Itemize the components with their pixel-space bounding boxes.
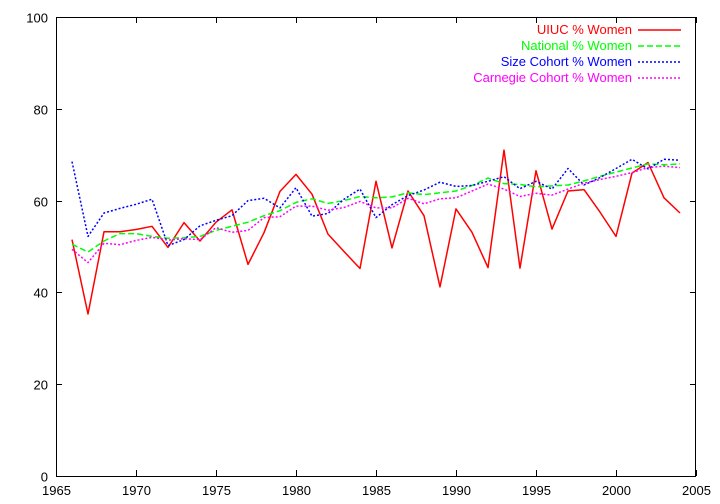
x-tick-label: 1970 [122, 483, 151, 498]
x-tick-label: 2000 [602, 483, 631, 498]
x-tick-label: 1980 [282, 483, 311, 498]
x-tick-label: 2005 [682, 483, 711, 498]
plot-frame [56, 17, 696, 477]
series-lines [71, 149, 681, 315]
x-tick-label: 1985 [362, 483, 391, 498]
y-tick-label: 40 [34, 286, 48, 301]
legend-label-4: Carnegie Cohort % Women [473, 70, 632, 85]
legend-label-3: Size Cohort % Women [501, 54, 632, 69]
y-tick-label: 80 [34, 103, 48, 118]
axis-ticks: 1965 1970 1975 1980 1985 1990 1995 2000 2005 0 20 4… [26, 11, 711, 499]
x-tick-label: 1965 [42, 483, 71, 498]
y-tick-label: 20 [34, 378, 48, 393]
legend-label-1: UIUC % Women [537, 22, 632, 37]
series-line-2 [71, 163, 681, 253]
y-tick-label: 60 [34, 195, 48, 210]
x-tick-label: 1975 [202, 483, 231, 498]
y-tick-label: 0 [41, 470, 48, 485]
y-tick-label: 100 [26, 11, 48, 26]
series-line-3 [71, 158, 681, 247]
x-tick-label: 1995 [522, 483, 551, 498]
x-tick-label: 1990 [442, 483, 471, 498]
series-line-4 [71, 165, 681, 264]
legend-label-2: National % Women [521, 38, 632, 53]
